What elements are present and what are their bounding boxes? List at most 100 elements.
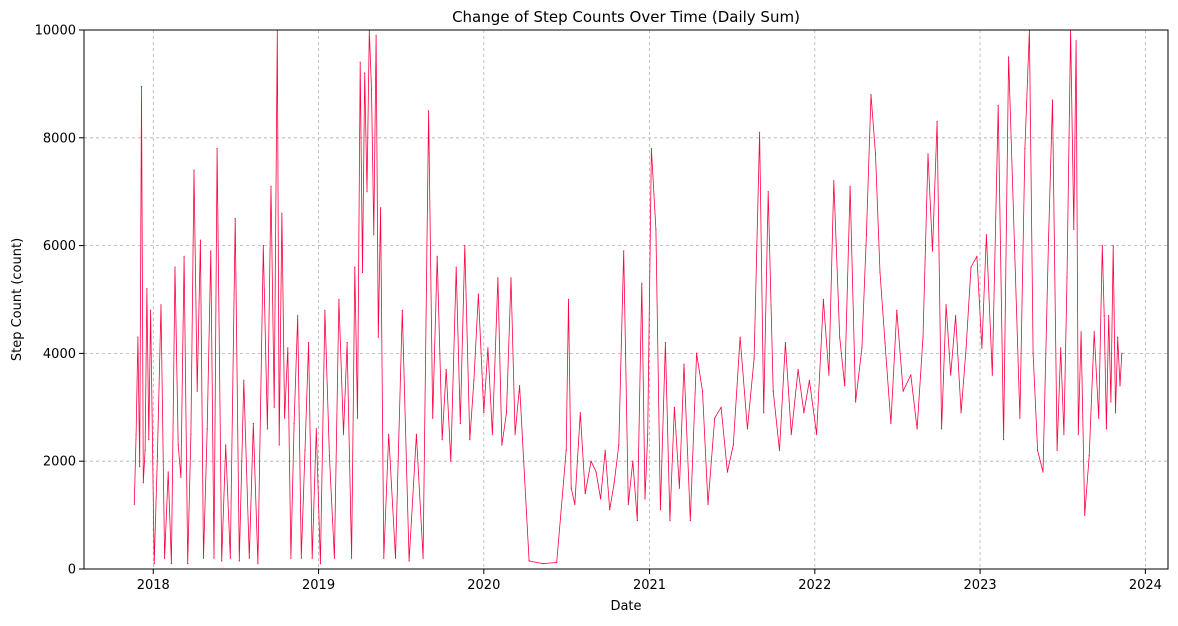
plot-frame xyxy=(83,29,1169,570)
step-count-point xyxy=(726,471,729,473)
step-count-point xyxy=(528,560,530,562)
step-count-point xyxy=(144,449,146,451)
step-count-point xyxy=(1121,352,1123,354)
step-count-point xyxy=(1110,401,1112,403)
step-count-point xyxy=(746,428,749,430)
step-count-point xyxy=(333,557,335,559)
step-count-point xyxy=(732,444,734,446)
step-count-point xyxy=(950,374,952,376)
step-count-point xyxy=(187,563,189,565)
step-count-point xyxy=(613,482,615,484)
step-count-point xyxy=(1008,56,1010,58)
step-count-point xyxy=(248,557,250,559)
step-count-point xyxy=(701,390,704,392)
x-tick-label: 2020 xyxy=(467,578,500,593)
x-axis: 2018 2019 2020 2021 2022 2023 2024 xyxy=(137,569,1162,593)
step-count-point xyxy=(641,282,643,284)
step-count-point xyxy=(976,255,978,257)
step-count-point xyxy=(1042,471,1044,473)
step-count-point xyxy=(822,298,825,301)
step-count-point xyxy=(636,519,638,522)
step-count-point xyxy=(1103,315,1105,317)
step-count-point xyxy=(238,560,240,562)
step-count-point xyxy=(623,250,625,252)
step-count-point xyxy=(252,422,254,425)
step-count-point xyxy=(170,563,172,565)
step-count-point xyxy=(304,449,306,451)
step-count-point xyxy=(243,379,245,381)
step-count-point xyxy=(865,234,868,236)
step-count-point xyxy=(922,336,924,338)
step-count-point xyxy=(797,369,799,371)
step-count-point xyxy=(1024,148,1026,150)
step-count-point xyxy=(394,557,397,559)
step-count-point xyxy=(833,180,835,182)
x-axis-label: Date xyxy=(610,599,641,614)
step-count-point xyxy=(234,218,236,220)
step-count-point xyxy=(927,153,929,155)
step-count-point xyxy=(753,358,755,360)
step-count-point xyxy=(861,347,863,349)
step-count-point xyxy=(683,363,685,365)
step-count-point xyxy=(436,255,438,257)
step-count-point xyxy=(941,428,943,430)
step-count-point xyxy=(432,417,434,419)
step-count-point xyxy=(514,433,516,435)
step-count-point xyxy=(505,412,508,414)
step-count-point xyxy=(177,444,179,446)
step-count-point xyxy=(955,315,957,317)
step-count-point xyxy=(153,563,155,565)
step-count-point xyxy=(1119,385,1121,387)
step-count-point xyxy=(408,560,410,562)
step-count-point xyxy=(183,255,185,257)
step-count-point xyxy=(673,406,676,408)
step-count-point xyxy=(315,428,317,430)
step-count-point xyxy=(364,72,366,74)
step-count-point xyxy=(1056,449,1058,451)
y-tick-label: 10000 xyxy=(35,24,76,39)
step-count-point xyxy=(1101,245,1103,247)
x-tick-label: 2022 xyxy=(798,578,831,593)
step-count-point xyxy=(483,412,485,414)
step-count-point xyxy=(139,466,141,468)
x-tick-label: 2019 xyxy=(302,578,335,593)
step-count-point xyxy=(346,342,348,344)
step-count-point xyxy=(627,503,629,505)
step-count-point xyxy=(965,347,967,349)
step-count-point xyxy=(696,352,698,354)
step-count-point xyxy=(455,266,457,268)
step-count-point xyxy=(714,417,716,419)
step-count-point xyxy=(870,94,872,96)
step-count-point xyxy=(297,315,299,317)
step-count-point xyxy=(319,563,321,565)
step-count-point xyxy=(1037,449,1039,451)
step-count-point xyxy=(1032,352,1034,354)
step-count-point xyxy=(985,234,988,236)
step-count-point xyxy=(579,412,581,414)
step-count-point xyxy=(328,455,330,457)
step-count-point xyxy=(816,433,818,435)
step-count-point xyxy=(497,277,499,279)
step-count-point xyxy=(464,245,466,247)
step-count-point xyxy=(487,347,489,349)
step-count-point xyxy=(874,153,877,155)
step-count-point xyxy=(160,304,162,306)
step-count-point xyxy=(196,390,198,392)
step-count-point xyxy=(1063,433,1065,435)
step-count-point xyxy=(415,433,417,435)
step-count-point xyxy=(422,557,424,559)
step-count-point xyxy=(375,34,377,37)
step-count-point xyxy=(960,412,962,414)
step-count-point xyxy=(632,460,634,462)
step-count-point xyxy=(311,557,313,559)
step-count-point xyxy=(1051,99,1054,101)
step-count-point xyxy=(584,492,586,495)
step-count-point xyxy=(510,277,512,279)
step-count-point xyxy=(647,433,649,435)
step-count-point xyxy=(659,509,662,511)
step-count-point xyxy=(590,460,592,462)
step-count-point xyxy=(931,250,934,252)
step-count-point xyxy=(450,460,452,462)
step-count-point xyxy=(401,309,403,311)
